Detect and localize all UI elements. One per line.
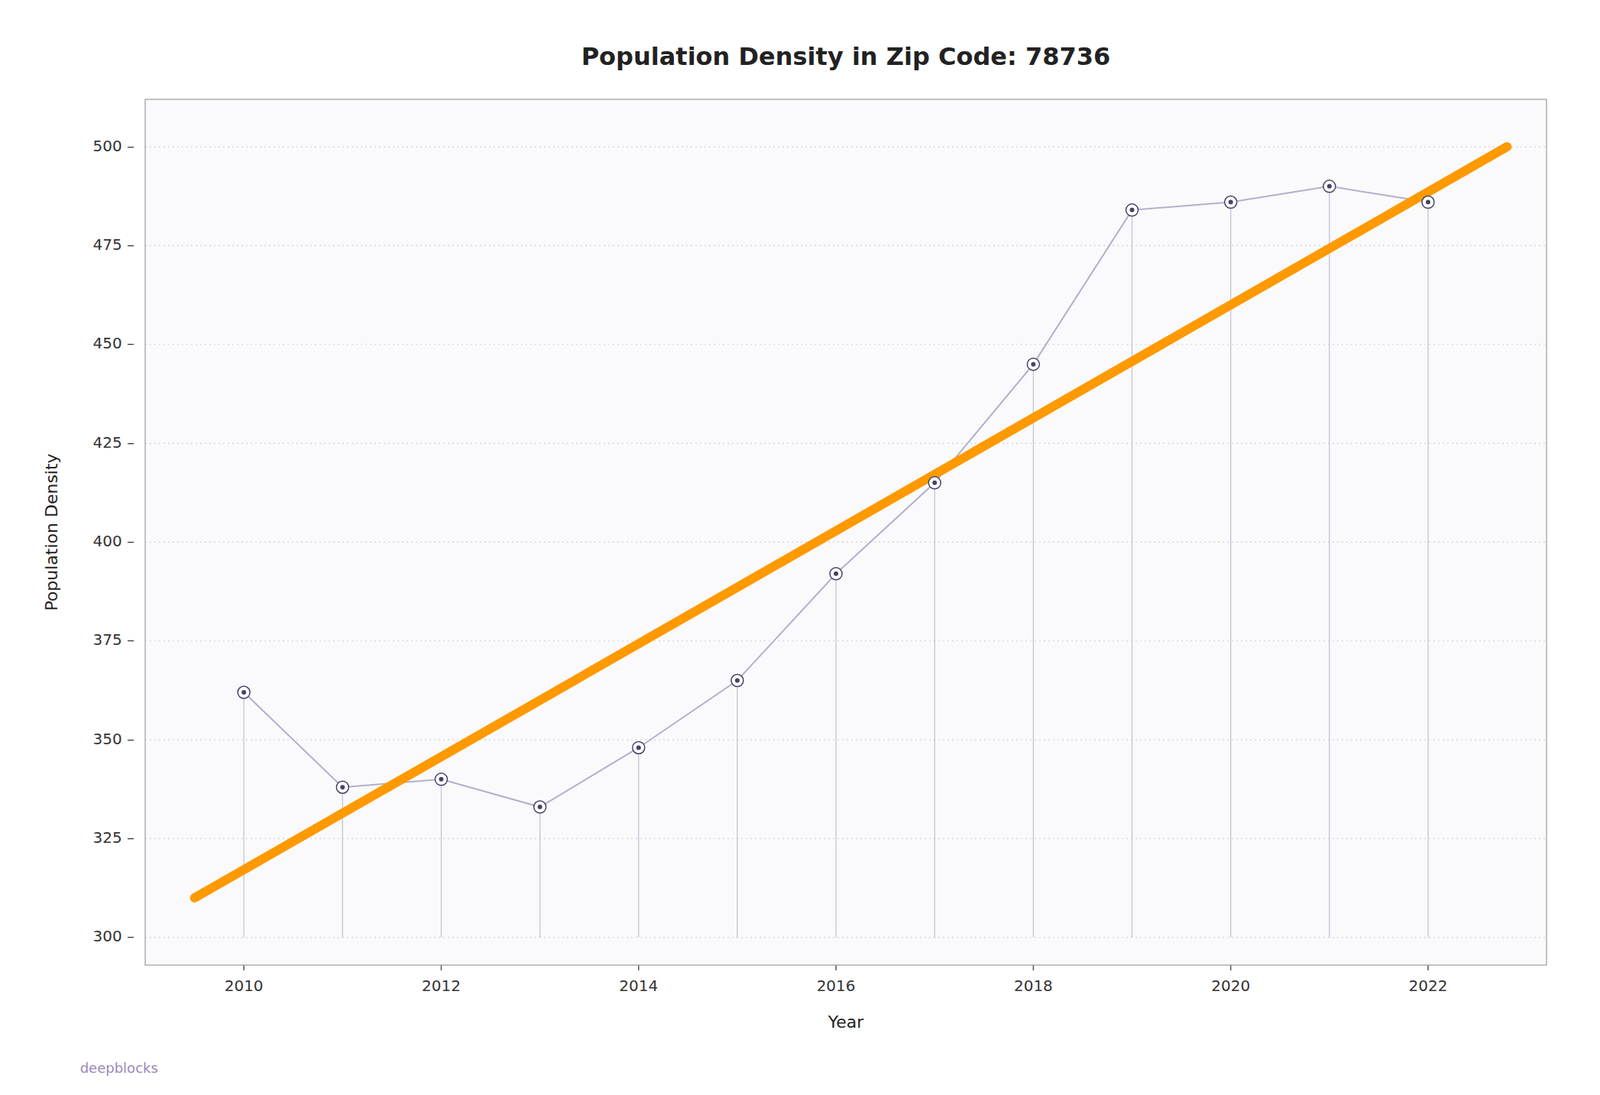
data-point [1421, 196, 1435, 209]
drop-line [736, 680, 738, 938]
drop-line [638, 747, 639, 937]
y-tick-label: 350 – [92, 729, 135, 749]
chart: 300 – 325 – 350 – 375 – 400 – 425 – 450 – 475 –… [0, 0, 1600, 1095]
x-tick-mark [440, 965, 443, 971]
grid-line [145, 640, 1547, 642]
y-grid [145, 146, 1547, 938]
watermark: deepblocks [80, 1059, 159, 1076]
data-point-center [438, 777, 444, 782]
x-tick-label: 2010 [224, 976, 264, 995]
x-tick-label: 2014 [618, 976, 658, 995]
data-point-center [241, 689, 247, 695]
data-point-center [735, 678, 740, 684]
y-tick-label: 300 – [92, 926, 135, 946]
grid-line [145, 343, 1547, 345]
data-point [1126, 204, 1139, 217]
data-point-center [537, 804, 543, 810]
data-point [434, 773, 447, 786]
drop-line [835, 573, 836, 938]
data-point-center [1030, 362, 1036, 367]
drop-line [539, 806, 541, 938]
drop-line [243, 692, 245, 938]
data-point [237, 686, 250, 699]
x-tick-mark [242, 965, 245, 971]
data-point [731, 674, 744, 687]
y-ticks: 300 – 325 – 350 – 375 – 400 – 425 – 450 – 475 –… [92, 136, 135, 946]
data-point [336, 780, 349, 794]
data-point [1026, 358, 1040, 371]
grid-line [145, 936, 1547, 938]
y-tick-label: 325 – [92, 828, 135, 847]
grid-line [145, 739, 1547, 741]
plot-frame [145, 99, 1547, 966]
data-point-center [340, 784, 345, 790]
x-tick-label: 2020 [1211, 976, 1251, 995]
drop-line [1427, 202, 1429, 938]
y-tick-label: 425 – [92, 433, 135, 452]
x-tick-mark [1230, 965, 1232, 971]
title: Population Density in Zip Code: 78736 [581, 42, 1111, 72]
x-axis-label: Year [827, 1012, 865, 1032]
y-axis-label: Population Density [42, 453, 62, 611]
y-tick-label: 400 – [92, 531, 135, 551]
data-point-center [636, 744, 642, 750]
drop-line [1033, 364, 1034, 938]
x-tick-mark [638, 965, 640, 971]
x-tick-label: 2022 [1408, 976, 1448, 995]
trend-line [194, 146, 1508, 898]
x-tick-mark [1427, 965, 1429, 971]
drop-line [1131, 210, 1133, 938]
drop-line [1230, 202, 1231, 938]
x-tick-label: 2016 [816, 976, 856, 995]
drop-line [934, 482, 936, 938]
data-point [928, 476, 941, 490]
data-point [829, 567, 843, 580]
drop-line [440, 779, 442, 938]
x-tick-mark [835, 965, 837, 971]
grid-line [145, 838, 1547, 839]
plot-area [145, 99, 1547, 966]
x-tick-mark [1033, 965, 1035, 971]
data-point-center [1327, 184, 1332, 189]
y-tick-label: 450 – [92, 333, 135, 353]
data-point [632, 741, 645, 754]
data-point [1224, 196, 1238, 209]
data-point [1323, 180, 1336, 193]
data-point-center [932, 480, 937, 486]
y-tick-label: 500 – [92, 136, 135, 156]
x-tick-label: 2018 [1013, 976, 1053, 995]
grid-line [145, 541, 1547, 543]
y-tick-label: 475 – [92, 235, 135, 254]
data-point-center [1228, 200, 1234, 205]
data-group [194, 146, 1508, 938]
data-line [243, 186, 1429, 807]
x-ticks: 2010 2012 2014 2016 2018 2020 2022 [224, 965, 1448, 995]
y-tick-label: 375 – [92, 630, 135, 649]
data-point-center [1130, 207, 1135, 213]
grid-line [145, 145, 1547, 147]
drop-line [1328, 186, 1330, 938]
data-point-center [1425, 200, 1431, 205]
grid-line [145, 442, 1547, 444]
data-point [534, 800, 547, 813]
data-point-center [833, 571, 839, 577]
x-tick-label: 2012 [421, 976, 461, 995]
